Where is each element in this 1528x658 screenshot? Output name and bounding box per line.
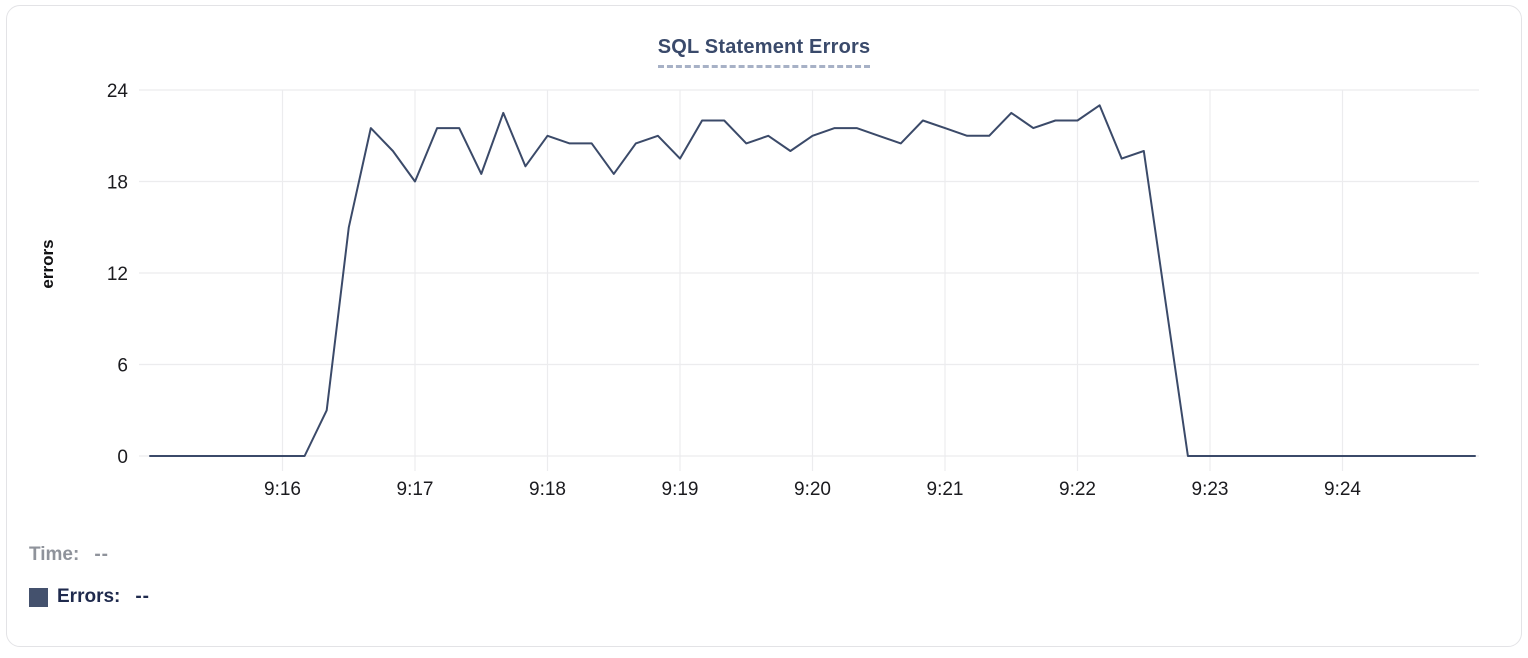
x-tick-label: 9:18 [529, 479, 566, 500]
y-axis-title: errors [38, 239, 57, 288]
x-grid-and-ticks: 9:16 9:17 9:18 9:19 9:20 9:21 9:22 9:23 9:24 [264, 90, 1361, 500]
legend-time-value: -- [94, 544, 109, 566]
y-grid-and-ticks: 0 6 12 18 24 [107, 81, 1479, 468]
x-tick-label: 9:21 [927, 479, 964, 500]
chart-legend: Time: -- Errors: -- [29, 544, 150, 608]
y-tick-label: 6 [117, 356, 128, 377]
legend-time-label: Time: [29, 544, 79, 566]
x-tick-label: 9:20 [794, 479, 831, 500]
legend-errors-value: -- [135, 586, 150, 608]
x-tick-label: 9:24 [1324, 479, 1361, 500]
errors-series-swatch [29, 588, 48, 607]
legend-errors-label: Errors: [57, 586, 120, 608]
y-tick-label: 12 [107, 264, 128, 285]
x-tick-label: 9:17 [397, 479, 434, 500]
y-tick-label: 0 [117, 447, 128, 468]
x-tick-label: 9:22 [1059, 479, 1096, 500]
legend-errors-row[interactable]: Errors: -- [29, 586, 150, 608]
x-tick-label: 9:19 [662, 479, 699, 500]
x-tick-label: 9:16 [264, 479, 301, 500]
x-tick-label: 9:23 [1192, 479, 1229, 500]
legend-time-row: Time: -- [29, 544, 150, 566]
y-tick-label: 24 [107, 81, 129, 102]
y-tick-label: 18 [107, 173, 128, 194]
errors-line-chart: 0 6 12 18 24 9:16 9:17 9:18 9:19 9:20 9:21 9:22 9:23… [7, 6, 1528, 658]
